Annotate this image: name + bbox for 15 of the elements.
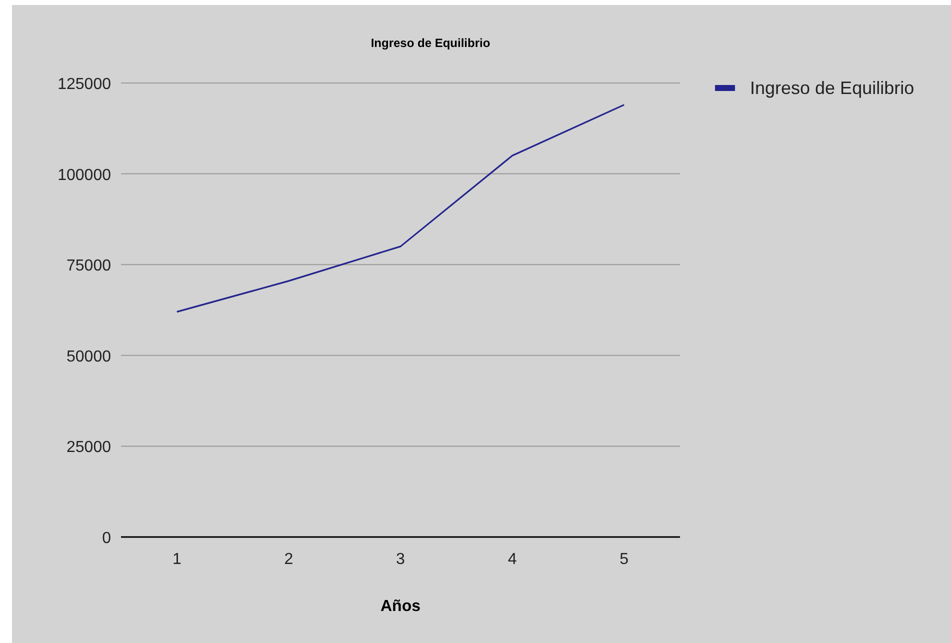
y-tick-label: 0 (102, 530, 112, 547)
x-tick-label: 2 (284, 551, 294, 568)
chart-title: Ingreso de Equilibrio (370, 36, 490, 50)
y-tick-label: 50000 (66, 348, 112, 366)
x-tick-label: 1 (172, 551, 182, 568)
y-tick-label: 25000 (66, 439, 112, 456)
x-tick-label: 4 (508, 551, 517, 568)
x-tick-label: 5 (620, 551, 629, 568)
line-series (176, 104, 625, 313)
y-tick-label: 100000 (58, 166, 112, 184)
x-axis-title: Años (380, 598, 421, 615)
legend-label: Ingreso de Equilibrio (750, 78, 914, 98)
y-tick-label: 75000 (66, 258, 112, 275)
x-tick-label: 3 (396, 551, 406, 568)
y-tick-label: 125000 (58, 76, 112, 93)
